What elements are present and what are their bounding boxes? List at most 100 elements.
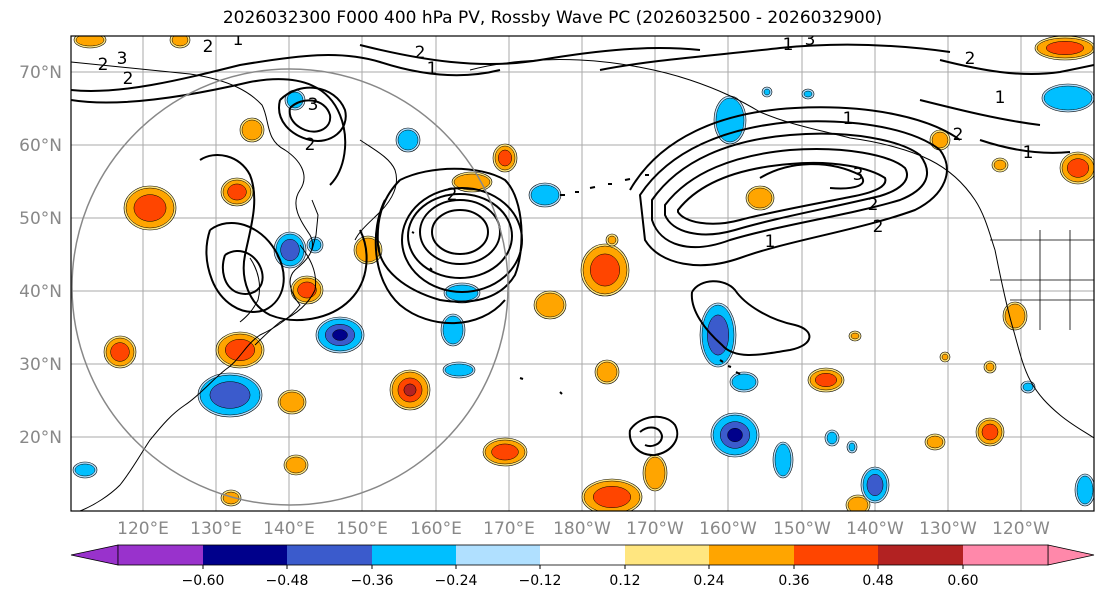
lat-label: 70°N [19,63,62,83]
contour-label: 2 [305,135,316,155]
contour-label: 2 [203,37,214,57]
positive-pv-anomaly [389,369,431,411]
contour-label: 2 [447,185,458,205]
colorbar-tick-label: 0.48 [862,573,893,589]
negative-pv-anomaly [528,182,562,208]
colorbar-segment [794,545,878,565]
negative-pv-anomaly [284,89,306,111]
lat-label: 50°N [19,209,62,229]
positive-pv-anomaly [581,478,643,511]
colorbar-segment [118,545,203,565]
contour-label: 2 [123,69,134,89]
negative-pv-anomaly [442,361,476,379]
lon-label: 160°E [410,519,462,539]
positive-pv-anomaly [290,275,324,305]
colorbar-tick-label: 0.36 [778,573,809,589]
positive-pv-anomaly [924,433,946,451]
lat-label: 30°N [19,355,62,375]
negative-pv-anomaly [395,127,421,153]
positive-pv-anomaly [845,494,871,511]
negative-pv-anomaly [772,441,794,479]
lon-label: 160°W [699,519,757,539]
contour-label: 2 [965,49,976,69]
positive-pv-anomaly [533,290,567,320]
positive-pv-anomaly [492,143,518,173]
colorbar-extend-high [1047,544,1095,566]
positive-pv-anomaly [594,359,620,385]
positive-pv-anomaly [283,454,309,476]
negative-pv-anomaly [1020,380,1036,394]
positive-pv-anomaly [1002,301,1028,331]
lon-label: 180°W [553,519,611,539]
lon-label: 150°E [336,519,388,539]
colorbar-tick-label: −0.36 [351,573,394,589]
negative-pv-anomaly [443,282,481,304]
contour-label: 1 [843,109,854,129]
contour-label: 2 [873,217,884,237]
contour-label: 2 [415,43,426,63]
lon-label: 130°E [190,519,242,539]
rossby-region-circle [71,68,509,506]
colorbar-tick-label: −0.60 [182,573,225,589]
colorbar-tick-label: 0.12 [609,573,640,589]
pv-anomaly-fill [72,36,1094,511]
colorbar-tick-label: −0.48 [266,573,309,589]
colorbar-segment [372,545,456,565]
colorbar-tick-label: 0.60 [947,573,978,589]
contour-label: 3 [308,95,319,115]
lat-label: 60°N [19,136,62,156]
contour-label: 2 [98,55,109,75]
negative-pv-anomaly [72,461,98,479]
negative-pv-anomaly [699,302,737,368]
positive-pv-anomaly [605,233,619,247]
contour-label: 3 [117,49,128,69]
positive-pv-anomaly [929,129,951,151]
graticule [71,36,1094,511]
negative-pv-anomaly [761,86,773,98]
positive-pv-anomaly [983,360,997,374]
coastlines [71,58,1094,511]
colorbar-segment [540,545,625,565]
positive-pv-anomaly [220,177,254,207]
contour-label: 3 [853,165,864,185]
positive-pv-anomaly [73,36,107,49]
colorbar-segment [287,545,372,565]
map-frame [70,35,1095,512]
negative-pv-anomaly [315,316,365,354]
negative-pv-anomaly [1074,473,1094,507]
colorbar-segment [878,545,963,565]
negative-pv-anomaly [824,429,840,447]
latitude-labels: 70°N 60°N 50°N 40°N 30°N 20°N [19,63,62,448]
positive-pv-anomaly [991,157,1009,173]
lon-label: 170°W [626,519,684,539]
contour-label: 2 [868,195,879,215]
colorbar-tick-label: 0.24 [693,573,724,589]
positive-pv-anomaly [642,454,668,492]
negative-pv-anomaly [440,313,466,347]
positive-pv-anomaly [277,389,307,415]
positive-pv-anomaly [215,331,265,369]
contour-label: 1 [765,232,776,252]
positive-pv-anomaly [103,335,137,369]
negative-pv-anomaly [197,372,263,418]
colorbar-tick-label: −0.24 [435,573,478,589]
colorbar-segment [963,545,1048,565]
colorbar-segment [456,545,540,565]
lon-label: 140°W [846,519,904,539]
lon-label: 120°E [117,519,169,539]
contour-label: 1 [427,59,438,79]
colorbar-tick-label: −0.12 [519,573,562,589]
positive-pv-anomaly [123,185,177,231]
contour-label: 1 [233,30,244,50]
lon-label: 130°W [919,519,977,539]
lon-label: 140°E [263,519,315,539]
contour-label: 1 [1023,143,1034,163]
negative-pv-anomaly [729,371,759,393]
positive-pv-anomaly [939,351,951,363]
negative-pv-anomaly [860,466,890,504]
positive-pv-anomaly [580,243,630,297]
negative-pv-anomaly [801,88,815,100]
map-title: 2026032300 F000 400 hPa PV, Rossby Wave … [222,8,883,28]
